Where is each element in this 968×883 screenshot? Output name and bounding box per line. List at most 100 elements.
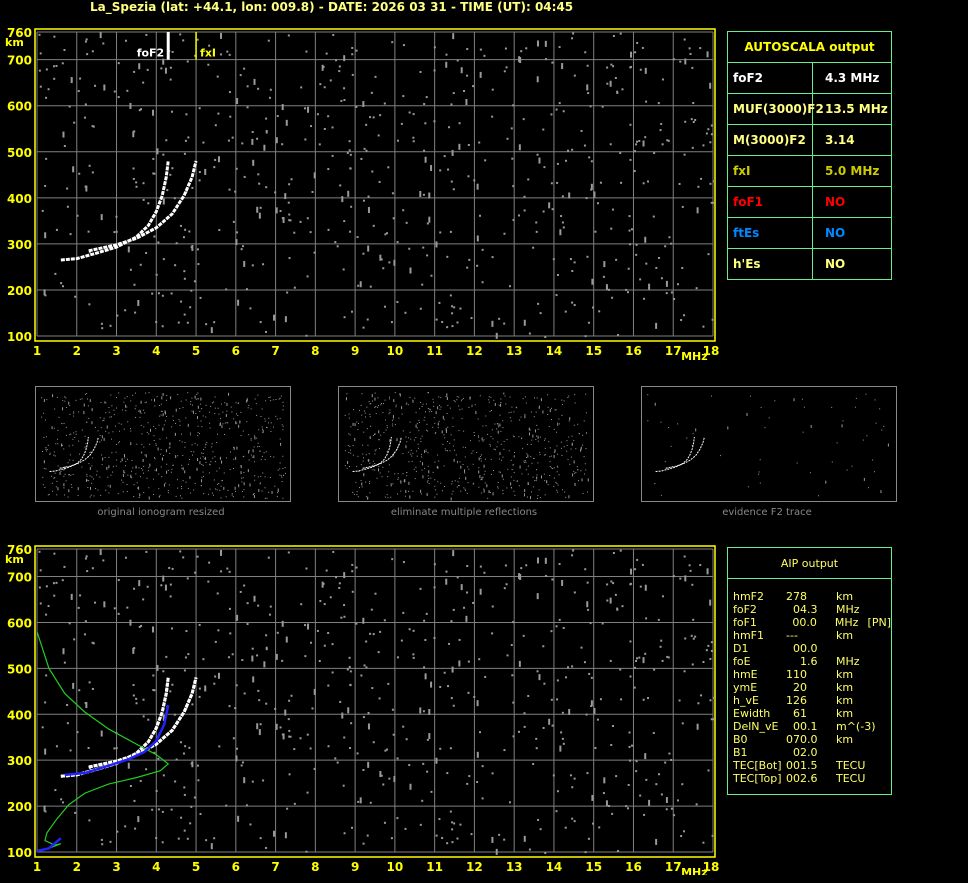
noise-dot	[394, 392, 396, 394]
noise-dot	[240, 471, 242, 475]
aip-row: DelN_vE 00.1 m^(-3)	[733, 720, 891, 733]
noise-dot	[606, 82, 609, 85]
noise-dot	[209, 488, 211, 490]
noise-dot	[180, 816, 183, 819]
noise-dot	[68, 474, 70, 476]
noise-dot	[619, 668, 622, 671]
noise-dot	[41, 397, 43, 399]
noise-dot	[609, 659, 612, 662]
noise-dot	[411, 461, 413, 463]
noise-dot	[349, 434, 351, 436]
noise-dot	[369, 413, 371, 415]
noise-dot	[367, 761, 370, 768]
noise-dot	[420, 438, 422, 440]
noise-dot	[238, 402, 240, 404]
y-axis-label: km	[5, 553, 24, 566]
noise-dot	[503, 70, 506, 73]
noise-dot	[498, 317, 501, 320]
noise-dot	[474, 404, 476, 406]
noise-dot	[408, 461, 410, 463]
noise-dot	[518, 485, 520, 487]
noise-dot	[553, 451, 555, 453]
noise-dot	[268, 422, 270, 424]
noise-dot	[127, 421, 129, 423]
noise-dot	[710, 124, 713, 127]
noise-dot	[323, 86, 326, 89]
noise-dot	[627, 783, 630, 786]
noise-dot	[603, 261, 606, 268]
noise-dot	[284, 472, 286, 474]
noise-dot	[389, 439, 391, 443]
noise-dot	[557, 466, 559, 468]
noise-dot	[116, 830, 119, 833]
noise-dot	[348, 140, 351, 143]
noise-dot	[468, 775, 471, 778]
noise-dot	[69, 413, 71, 415]
noise-dot	[171, 110, 174, 113]
noise-dot	[241, 659, 244, 662]
noise-dot	[160, 453, 162, 455]
noise-dot	[281, 620, 284, 627]
noise-dot	[52, 65, 55, 68]
noise-dot	[661, 78, 664, 81]
noise-dot	[191, 410, 193, 412]
noise-dot	[426, 222, 429, 225]
noise-dot	[458, 396, 460, 398]
noise-dot	[481, 281, 484, 284]
noise-dot	[391, 558, 394, 561]
noise-dot	[259, 321, 262, 324]
noise-dot	[277, 492, 279, 494]
noise-dot	[582, 493, 584, 495]
noise-dot	[213, 682, 216, 685]
noise-dot	[58, 416, 60, 418]
noise-dot	[465, 490, 467, 492]
noise-dot	[406, 441, 408, 443]
noise-dot	[862, 439, 864, 441]
noise-dot	[91, 687, 94, 690]
noise-dot	[246, 85, 249, 88]
noise-dot	[93, 495, 95, 497]
noise-dot	[246, 602, 249, 605]
noise-dot	[145, 251, 148, 254]
noise-dot	[305, 334, 308, 337]
noise-dot	[391, 192, 394, 195]
noise-dot	[405, 221, 408, 224]
noise-dot	[397, 493, 399, 495]
noise-dot	[525, 469, 527, 471]
noise-dot	[707, 644, 710, 647]
noise-dot	[477, 435, 479, 437]
aip-row: foF1 00.0 MHz [PN]	[733, 616, 891, 629]
noise-dot	[471, 452, 473, 454]
noise-dot	[491, 632, 494, 635]
noise-dot	[251, 264, 254, 267]
noise-dot	[155, 428, 157, 430]
noise-dot	[169, 173, 172, 176]
noise-dot	[435, 318, 438, 321]
noise-dot	[560, 441, 562, 443]
noise-dot	[265, 426, 267, 428]
noise-dot	[810, 424, 812, 428]
noise-dot	[422, 462, 424, 466]
noise-dot	[635, 143, 638, 146]
noise-dot	[549, 460, 551, 462]
noise-dot	[336, 761, 339, 764]
noise-dot	[659, 129, 662, 132]
noise-dot	[402, 430, 404, 432]
noise-dot	[445, 570, 448, 573]
noise-dot	[443, 434, 445, 436]
noise-dot	[137, 816, 140, 823]
noise-dot	[225, 413, 227, 417]
x-tick-label: 13	[506, 860, 523, 874]
noise-dot	[590, 705, 593, 708]
noise-dot	[395, 406, 397, 408]
noise-dot	[438, 420, 440, 422]
noise-dot	[118, 422, 120, 424]
noise-dot	[388, 261, 391, 264]
noise-dot	[310, 641, 313, 644]
noise-dot	[692, 121, 695, 124]
aip-param: ymE	[733, 681, 758, 694]
noise-dot	[166, 463, 168, 465]
noise-dot	[586, 601, 589, 608]
noise-dot	[269, 605, 272, 608]
noise-dot	[508, 450, 510, 452]
